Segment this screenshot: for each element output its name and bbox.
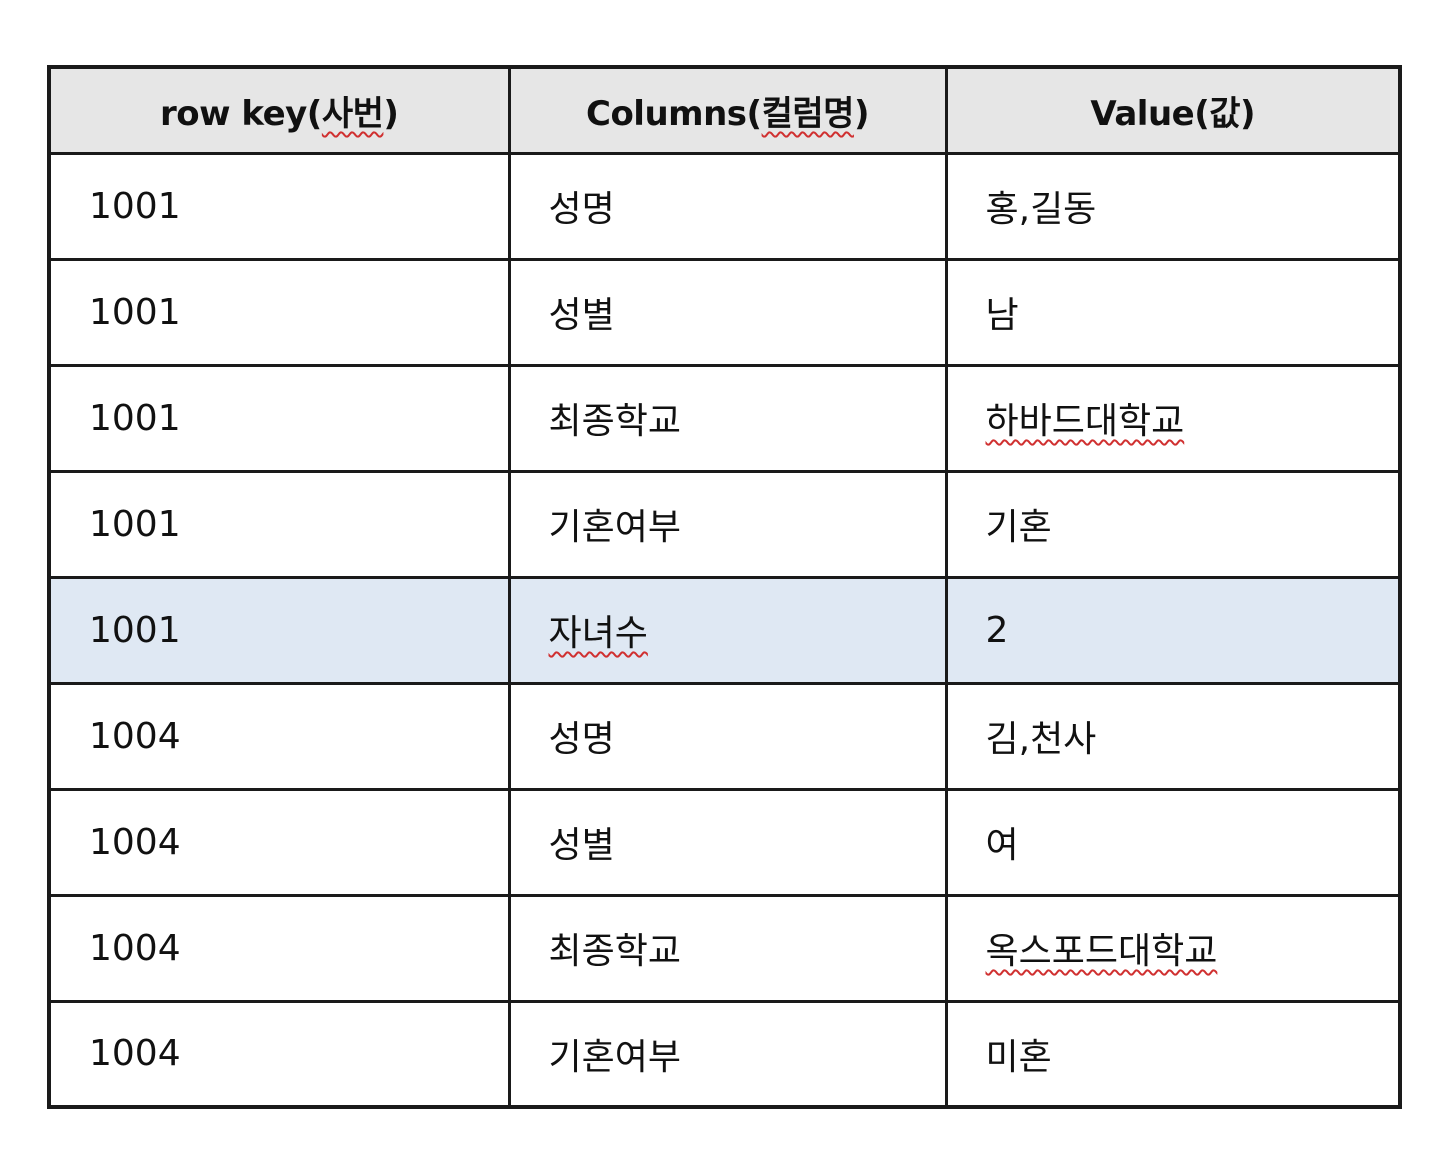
header-row-key: row key(사번) [47, 65, 511, 155]
column-name-cell-text: 최종학교 [548, 401, 681, 442]
column-name-cell: 성별 [507, 257, 948, 367]
value-cell: 옥스포드대학교 [944, 893, 1402, 1003]
table-row: 1004 성명 김,천사 [47, 681, 1402, 791]
value-cell: 남 [944, 257, 1402, 367]
table-row: 1004 성별 여 [47, 787, 1402, 897]
row-key-cell: 1001 [47, 575, 511, 685]
data-table: row key(사번) Columns(컬럼명) Value(값) 1001 성명… [47, 65, 1402, 1109]
header-columns: Columns(컬럼명) [507, 65, 948, 155]
row-key-cell-text: 1001 [89, 291, 181, 333]
value-cell-text: 홍,길동 [985, 189, 1097, 230]
value-cell-text: 미혼 [985, 1036, 1052, 1078]
column-name-cell: 기혼여부 [507, 469, 948, 579]
column-name-cell-text: 성명 [548, 719, 615, 760]
spellcheck-underlined-text: 컬럼명 [761, 93, 855, 134]
row-key-cell-text: 1004 [89, 1033, 181, 1075]
column-name-cell-text: 기혼여부 [548, 507, 681, 548]
table-row: 1001 성명 홍,길동 [47, 151, 1402, 261]
column-name-cell-text: 성별 [548, 825, 615, 866]
column-name-cell-text: 기혼여부 [548, 1036, 681, 1078]
table-header: row key(사번) Columns(컬럼명) Value(값) [47, 65, 1402, 155]
row-key-cell: 1001 [47, 257, 511, 367]
column-name-cell: 기혼여부 [507, 999, 948, 1109]
value-cell-text: 기혼 [985, 507, 1052, 548]
column-name-cell: 자녀수 [507, 575, 948, 685]
row-key-cell-text: 1001 [89, 503, 181, 545]
table-row: 1001 성별 남 [47, 257, 1402, 367]
header-value: Value(값) [944, 65, 1402, 155]
column-name-cell-text: 최종학교 [548, 931, 681, 972]
table-row: 1001 기혼여부 기혼 [47, 469, 1402, 579]
row-key-cell-text: 1004 [89, 715, 181, 757]
row-key-cell: 1004 [47, 893, 511, 1003]
table-row: 1001 자녀수 2 [47, 575, 1402, 685]
value-cell: 2 [944, 575, 1402, 685]
value-cell: 기혼 [944, 469, 1402, 579]
table-row: 1001 최종학교 하바드대학교 [47, 363, 1402, 473]
column-name-cell: 최종학교 [507, 363, 948, 473]
value-cell-text: 남 [985, 295, 1019, 336]
row-key-cell-text: 1001 [89, 397, 181, 439]
row-key-cell-text: 1004 [89, 927, 181, 969]
value-cell-text: 하바드대학교 [985, 401, 1185, 442]
row-key-cell: 1004 [47, 999, 511, 1109]
column-name-cell: 성별 [507, 787, 948, 897]
row-key-cell-text: 1001 [89, 185, 181, 227]
table-row: 1004 최종학교 옥스포드대학교 [47, 893, 1402, 1003]
value-cell-text: 옥스포드대학교 [985, 931, 1218, 972]
row-key-cell: 1004 [47, 681, 511, 791]
column-name-cell-text: 성명 [548, 189, 615, 230]
column-name-cell: 성명 [507, 151, 948, 261]
value-cell: 미혼 [944, 999, 1402, 1109]
value-cell-text: 김,천사 [985, 719, 1097, 760]
value-cell: 김,천사 [944, 681, 1402, 791]
value-cell: 여 [944, 787, 1402, 897]
value-cell: 홍,길동 [944, 151, 1402, 261]
table-row: 1004 기혼여부 미혼 [47, 999, 1402, 1109]
row-key-cell-text: 1001 [89, 609, 181, 651]
column-name-cell: 성명 [507, 681, 948, 791]
row-key-cell: 1001 [47, 469, 511, 579]
value-cell: 하바드대학교 [944, 363, 1402, 473]
row-key-cell: 1001 [47, 363, 511, 473]
value-cell-text: 여 [985, 825, 1019, 866]
row-key-cell: 1004 [47, 787, 511, 897]
spellcheck-underlined-text: 사번 [321, 93, 384, 134]
column-name-cell-text: 자녀수 [548, 613, 648, 654]
value-cell-text: 2 [985, 609, 1009, 651]
row-key-cell-text: 1004 [89, 821, 181, 863]
header-row: row key(사번) Columns(컬럼명) Value(값) [47, 65, 1402, 155]
column-name-cell-text: 성별 [548, 295, 615, 336]
column-name-cell: 최종학교 [507, 893, 948, 1003]
table-body: 1001 성명 홍,길동 1001 성별 남 1001 최종학교 하바드대학교 1001 기혼여부 기… [47, 151, 1402, 1109]
row-key-cell: 1001 [47, 151, 511, 261]
